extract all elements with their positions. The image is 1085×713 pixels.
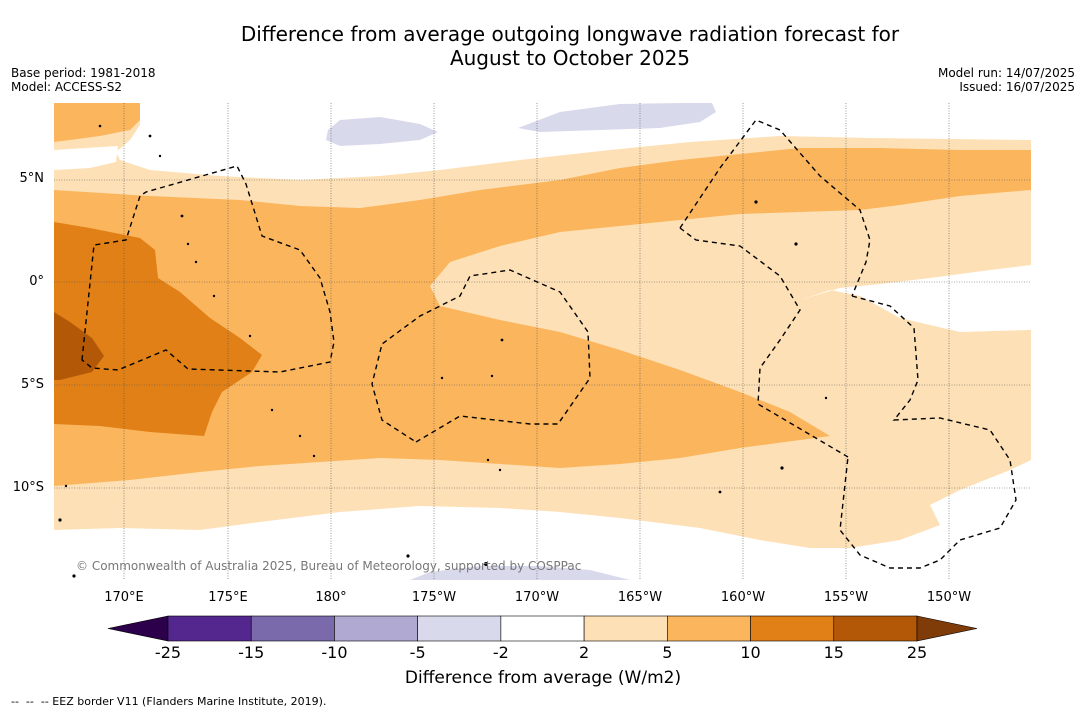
issued-date: Issued: 16/07/2025 (959, 80, 1075, 94)
lon-label-170w: 170°W (514, 590, 560, 605)
colorbar-tick-label: 15 (823, 643, 844, 662)
model-name: Model: ACCESS-S2 (11, 80, 123, 94)
model-run: Model run: 14/07/2025 (937, 66, 1075, 80)
lat-label-5s: 5°S (20, 377, 44, 392)
lon-label-175e: 175°E (208, 590, 248, 605)
near-average-south (54, 460, 1031, 580)
near-average-east (800, 265, 1031, 332)
anomaly-15-25-region (54, 312, 104, 380)
lon-label-175w: 175°W (411, 590, 457, 605)
base-period: Base period: 1981-2018 (11, 66, 156, 80)
eez-legend-note: -- -- -- EEZ border V11 (Flanders Marine… (11, 695, 327, 708)
colorbar-tick-label: -25 (154, 643, 182, 662)
chart-title-line2: August to October 2025 (449, 46, 691, 70)
anomaly-neg-west-blob (326, 117, 438, 146)
colorbar-label: Difference from average (W/m2) (404, 668, 682, 688)
colorbar-tick-label: -5 (409, 643, 426, 662)
colorbar-tick-label: -10 (321, 643, 348, 662)
eez-border-tuvalu-kiribati (81, 165, 335, 373)
lat-label-0: 0° (29, 274, 44, 289)
island-markers (58, 124, 828, 578)
anomaly-neg-south-blob (410, 566, 630, 580)
eez-border-east (839, 295, 1017, 569)
colorbar-tick-label: 2 (579, 643, 590, 662)
anomaly-neg-north-blob (518, 103, 716, 132)
colorbar-tick-label: 5 (662, 643, 673, 662)
lon-label-170e: 170°E (104, 590, 144, 605)
colorbar-tick-label: -15 (238, 643, 265, 662)
lat-label-10s: 10°S (12, 480, 44, 495)
copyright-notice: © Commonwealth of Australia 2025, Bureau… (76, 559, 582, 573)
lat-label-5n: 5°N (19, 171, 45, 186)
gridlines (54, 103, 1031, 580)
lon-label-155w: 155°W (823, 590, 869, 605)
colorbar-tick-label: -2 (492, 643, 509, 662)
eez-border-phoenix (371, 269, 591, 443)
lon-label-150w: 150°W (926, 590, 972, 605)
eez-border-line-islands-north (679, 227, 849, 458)
lon-label-180: 180° (315, 590, 347, 605)
chart-title-line1: Difference from average outgoing longwav… (240, 22, 900, 46)
lon-label-160w: 160°W (720, 590, 766, 605)
near-average-northwest (54, 146, 118, 170)
anomaly-10-15-region (54, 222, 262, 436)
lon-label-165w: 165°W (617, 590, 663, 605)
anomaly-fields (54, 103, 1031, 580)
colorbar-tick-label: 10 (740, 643, 761, 662)
anomaly-5-10-region (54, 148, 1031, 486)
anomaly-5-10-northwest (54, 103, 140, 142)
eez-border-line-islands-top (679, 119, 871, 297)
eez-borders (81, 119, 1017, 569)
colorbar-tick-label: 25 (906, 643, 928, 662)
